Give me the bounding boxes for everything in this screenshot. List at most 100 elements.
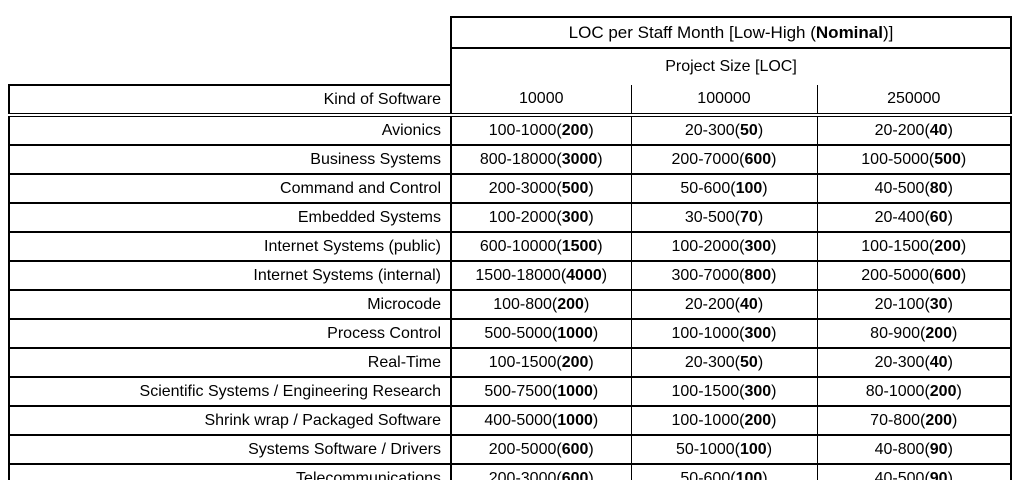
nominal-value: 80 [929,179,948,197]
kind-of-software-label: Internet Systems (internal) [8,261,452,291]
loc-range-cell: 20-200(40) [817,115,1013,146]
nominal-value: 1500 [561,237,598,255]
nominal-value: 200 [557,295,584,313]
kind-of-software-label: Business Systems [8,145,452,175]
loc-range-cell: 80-1000(200) [817,377,1013,407]
loc-range-cell: 20-200(40) [631,290,818,320]
loc-range-cell: 40-500(90) [817,464,1013,480]
nominal-value: 1000 [557,382,593,400]
loc-range-cell: 50-1000(100) [631,435,818,465]
nominal-value: 100 [740,440,767,458]
loc-range-cell: 20-300(50) [631,348,818,378]
kind-of-software-label: Process Control [8,319,452,349]
loc-range-cell: 300-7000(800) [631,261,818,291]
table-row: Telecommunications 200-3000(600) 50-600(10… [8,464,1013,480]
loc-range-cell: 200-5000(600) [817,261,1013,291]
loc-range-cell: 20-300(50) [631,115,818,146]
nominal-value: 300 [561,208,589,226]
loc-range-cell: 50-600(100) [631,464,818,480]
kind-of-software-header: Kind of Software [8,84,451,117]
loc-range-cell: 500-5000(1000) [451,319,632,349]
nominal-value: 100 [735,469,763,480]
kind-of-software-label: Microcode [8,290,452,320]
blank-corner [9,17,451,48]
table-title-nominal: Nominal [815,22,883,42]
loc-range-cell: 100-5000(500) [817,145,1013,175]
loc-range-cell: 100-1000(200) [451,115,632,146]
blank-corner [9,48,451,85]
loc-range-cell: 100-800(200) [451,290,632,320]
loc-range-cell: 100-1000(300) [631,319,818,349]
nominal-value: 50 [740,353,758,371]
size-column-10000: 10000 [450,85,632,117]
nominal-value: 200 [925,411,953,429]
kind-of-software-label: Telecommunications [8,464,452,480]
kind-of-software-label: Avionics [8,115,452,146]
kind-of-software-label: Embedded Systems [8,203,452,233]
loc-range-cell: 100-2000(300) [451,203,632,233]
loc-range-cell: 100-2000(300) [631,232,818,262]
nominal-value: 50 [740,121,758,139]
nominal-value: 40 [929,121,948,139]
nominal-value: 600 [934,266,961,284]
table-row: Systems Software / Drivers 200-5000(600) 5… [8,435,1013,465]
loc-range-cell: 20-300(40) [817,348,1013,378]
nominal-value: 4000 [566,266,602,284]
loc-range-cell: 100-1500(200) [451,348,632,378]
nominal-value: 200 [561,353,589,371]
table-body: Avionics 100-1000(200) 20-300(50) 20-200(40… [8,115,1013,480]
loc-range-cell: 40-500(80) [817,174,1013,204]
nominal-value: 90 [929,469,948,480]
kind-of-software-label: Shrink wrap / Packaged Software [8,406,452,436]
column-header-row: Kind of Software 10000 100000 250000 [8,84,1013,117]
nominal-value: 200 [934,237,961,255]
nominal-value: 1000 [557,411,593,429]
nominal-value: 300 [744,324,772,342]
nominal-value: 200 [929,382,957,400]
loc-range-cell: 600-10000(1500) [451,232,632,262]
loc-range-cell: 1500-18000(4000) [451,261,632,291]
table-row: Microcode 100-800(200) 20-200(40) 20-100(30… [8,290,1013,320]
nominal-value: 30 [929,295,948,313]
size-column-100000: 100000 [631,85,818,117]
loc-range-cell: 100-1000(200) [631,406,818,436]
loc-range-cell: 100-1500(300) [631,377,818,407]
loc-range-cell: 20-100(30) [817,290,1013,320]
table-row: Shrink wrap / Packaged Software 400-5000(… [8,406,1013,436]
loc-range-cell: 100-1500(200) [817,232,1013,262]
loc-range-cell: 500-7500(1000) [451,377,632,407]
nominal-value: 800 [744,266,772,284]
nominal-value: 500 [934,150,961,168]
table-row: Command and Control 200-3000(500) 50-600(1… [8,174,1013,204]
loc-range-cell: 800-18000(3000) [451,145,632,175]
nominal-value: 600 [561,469,589,480]
loc-range-cell: 200-3000(500) [451,174,632,204]
loc-productivity-table: LOC per Staff Month [Low-High (Nominal)]… [8,16,1013,480]
table-row: Avionics 100-1000(200) 20-300(50) 20-200(40… [8,115,1013,146]
table-row: Scientific Systems / Engineering Researc… [8,377,1013,407]
kind-of-software-label: Systems Software / Drivers [8,435,452,465]
table-row: Process Control 500-5000(1000) 100-1000(30… [8,319,1013,349]
size-column-250000: 250000 [817,85,1013,117]
nominal-value: 60 [929,208,948,226]
table-row: Embedded Systems 100-2000(300) 30-500(70) 2… [8,203,1013,233]
table-row: Real-Time 100-1500(200) 20-300(50) 20-300(4… [8,348,1013,378]
nominal-value: 100 [735,179,763,197]
nominal-value: 40 [740,295,758,313]
table-title: LOC per Staff Month [Low-High (Nominal)] [449,16,1013,49]
subtitle-row: Project Size [LOC] [9,48,1013,85]
nominal-value: 40 [929,353,948,371]
loc-range-cell: 80-900(200) [817,319,1013,349]
kind-of-software-label: Command and Control [8,174,452,204]
table-row: Business Systems 800-18000(3000) 200-7000(… [8,145,1013,175]
table-title-prefix: LOC per Staff Month [Low-High ( [568,22,816,42]
nominal-value: 200 [744,411,772,429]
loc-range-cell: 400-5000(1000) [451,406,632,436]
nominal-value: 90 [929,440,948,458]
nominal-value: 300 [744,382,772,400]
nominal-value: 200 [561,121,589,139]
nominal-value: 200 [925,324,953,342]
loc-range-cell: 40-800(90) [817,435,1013,465]
kind-of-software-label: Real-Time [8,348,452,378]
nominal-value: 600 [744,150,772,168]
